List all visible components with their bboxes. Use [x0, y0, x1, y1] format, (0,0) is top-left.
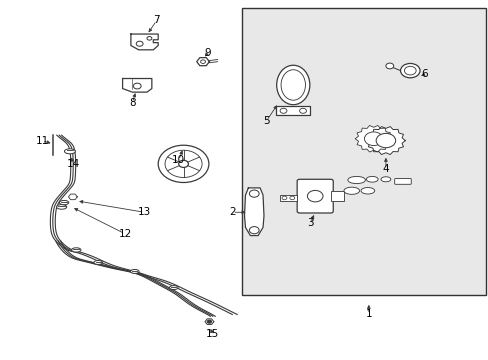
Ellipse shape	[360, 188, 374, 194]
Ellipse shape	[343, 187, 359, 194]
Ellipse shape	[169, 285, 178, 289]
Polygon shape	[354, 126, 391, 152]
Ellipse shape	[276, 65, 309, 105]
Circle shape	[133, 83, 141, 89]
Ellipse shape	[59, 201, 69, 205]
FancyBboxPatch shape	[330, 191, 344, 201]
Circle shape	[200, 60, 205, 63]
Polygon shape	[244, 188, 264, 235]
Text: 1: 1	[365, 310, 371, 319]
Circle shape	[307, 190, 323, 202]
Text: 12: 12	[118, 229, 131, 239]
Text: 15: 15	[206, 329, 219, 339]
Circle shape	[385, 63, 393, 69]
Text: 6: 6	[421, 69, 427, 79]
Circle shape	[400, 63, 419, 78]
Ellipse shape	[347, 176, 365, 184]
Circle shape	[249, 190, 259, 197]
Polygon shape	[68, 194, 77, 200]
Text: 2: 2	[228, 207, 235, 217]
Ellipse shape	[71, 248, 81, 252]
Ellipse shape	[380, 177, 390, 182]
FancyBboxPatch shape	[394, 179, 410, 184]
Polygon shape	[131, 34, 158, 50]
Polygon shape	[276, 107, 310, 116]
Circle shape	[289, 196, 294, 200]
FancyBboxPatch shape	[297, 179, 332, 213]
Ellipse shape	[64, 149, 75, 154]
Ellipse shape	[57, 204, 66, 209]
Circle shape	[147, 37, 152, 40]
Text: 9: 9	[204, 48, 211, 58]
Ellipse shape	[94, 261, 102, 265]
Circle shape	[136, 41, 143, 46]
Circle shape	[249, 226, 259, 234]
Text: 4: 4	[382, 164, 388, 174]
Text: 10: 10	[172, 155, 185, 165]
Circle shape	[375, 134, 395, 148]
Circle shape	[164, 150, 202, 177]
Text: 8: 8	[129, 98, 135, 108]
Polygon shape	[196, 58, 209, 66]
Circle shape	[178, 160, 188, 167]
Ellipse shape	[281, 70, 305, 100]
Text: 14: 14	[67, 159, 81, 169]
Bar	[242, 8, 485, 295]
FancyBboxPatch shape	[279, 195, 297, 201]
Circle shape	[158, 145, 208, 183]
Circle shape	[280, 108, 286, 113]
Circle shape	[207, 320, 211, 323]
Ellipse shape	[130, 270, 139, 273]
Circle shape	[404, 66, 415, 75]
Text: 11: 11	[36, 136, 49, 145]
Polygon shape	[366, 127, 405, 154]
Text: 5: 5	[263, 116, 269, 126]
Circle shape	[282, 196, 286, 200]
Polygon shape	[204, 319, 213, 324]
Circle shape	[364, 132, 382, 145]
Circle shape	[299, 108, 306, 113]
Ellipse shape	[366, 176, 377, 182]
Text: 3: 3	[306, 218, 313, 228]
Text: 7: 7	[153, 15, 160, 26]
Polygon shape	[122, 78, 152, 92]
Text: 13: 13	[138, 207, 151, 217]
